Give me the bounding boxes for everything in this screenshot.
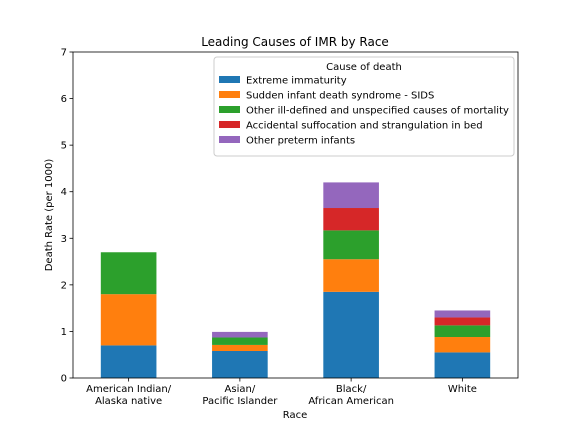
y-tick-label: 3: [61, 234, 67, 245]
x-tick-label: American Indian/Alaska native: [86, 384, 172, 407]
legend-swatch: [219, 136, 240, 143]
y-tick-label: 1: [61, 327, 67, 338]
bar-segment: [434, 337, 491, 353]
bar-segment: [323, 182, 379, 209]
plot-frame: [72, 51, 519, 379]
bar-segment: [323, 208, 379, 231]
y-tick-label: 0: [61, 374, 67, 385]
legend-swatch: [219, 121, 240, 128]
legend-box: [213, 56, 515, 157]
y-tick-label: 2: [61, 280, 67, 291]
chart-title: Leading Causes of IMR by Race: [201, 35, 389, 49]
bar-segment: [212, 337, 268, 345]
legend-label: Other preterm infants: [246, 136, 355, 147]
y-tick-label: 5: [61, 141, 67, 152]
legend-swatch: [219, 106, 240, 113]
legend: Cause of death Extreme immaturity Sudden i…: [213, 56, 515, 157]
legend-label: Other ill-defined and unspecified causes…: [246, 106, 509, 117]
x-tick-label: Asian/Pacific Islander: [202, 384, 278, 407]
bars-layer: [100, 182, 491, 378]
bar-segment: [212, 350, 268, 378]
bar-segment: [100, 294, 157, 346]
bar-segment: [100, 252, 157, 295]
bar-segment: [100, 345, 157, 378]
x-axis-title: Race: [283, 410, 308, 421]
bar-segment: [323, 230, 379, 260]
bar-segment: [434, 325, 491, 338]
x-tick-label: White: [448, 384, 477, 395]
y-tick-label: 7: [61, 48, 67, 59]
bar-segment: [323, 259, 379, 292]
bar-segment: [212, 344, 268, 351]
legend-label: Extreme immaturity: [246, 76, 347, 87]
y-tick-label: 6: [61, 94, 67, 105]
bar-segment: [212, 331, 268, 338]
legend-swatch: [219, 76, 240, 83]
bar-segment: [434, 317, 491, 326]
axes-layer: 0 1 2 3 4 5 6 7 American Indian/Alaska native Asi…: [61, 48, 519, 407]
legend-label: Accidental suffocation and strangulation…: [246, 121, 483, 132]
bar-segment: [434, 352, 491, 378]
bar-segment: [434, 310, 491, 318]
x-tick-label: Black/African American: [308, 384, 394, 407]
legend-label: Sudden infant death syndrome - SIDS: [246, 91, 434, 102]
y-axis-title: Death Rate (per 1000): [44, 159, 55, 272]
legend-swatch: [219, 91, 240, 98]
y-tick-label: 4: [61, 187, 67, 198]
bar-segment: [323, 291, 379, 378]
legend-title: Cause of death: [326, 62, 402, 73]
